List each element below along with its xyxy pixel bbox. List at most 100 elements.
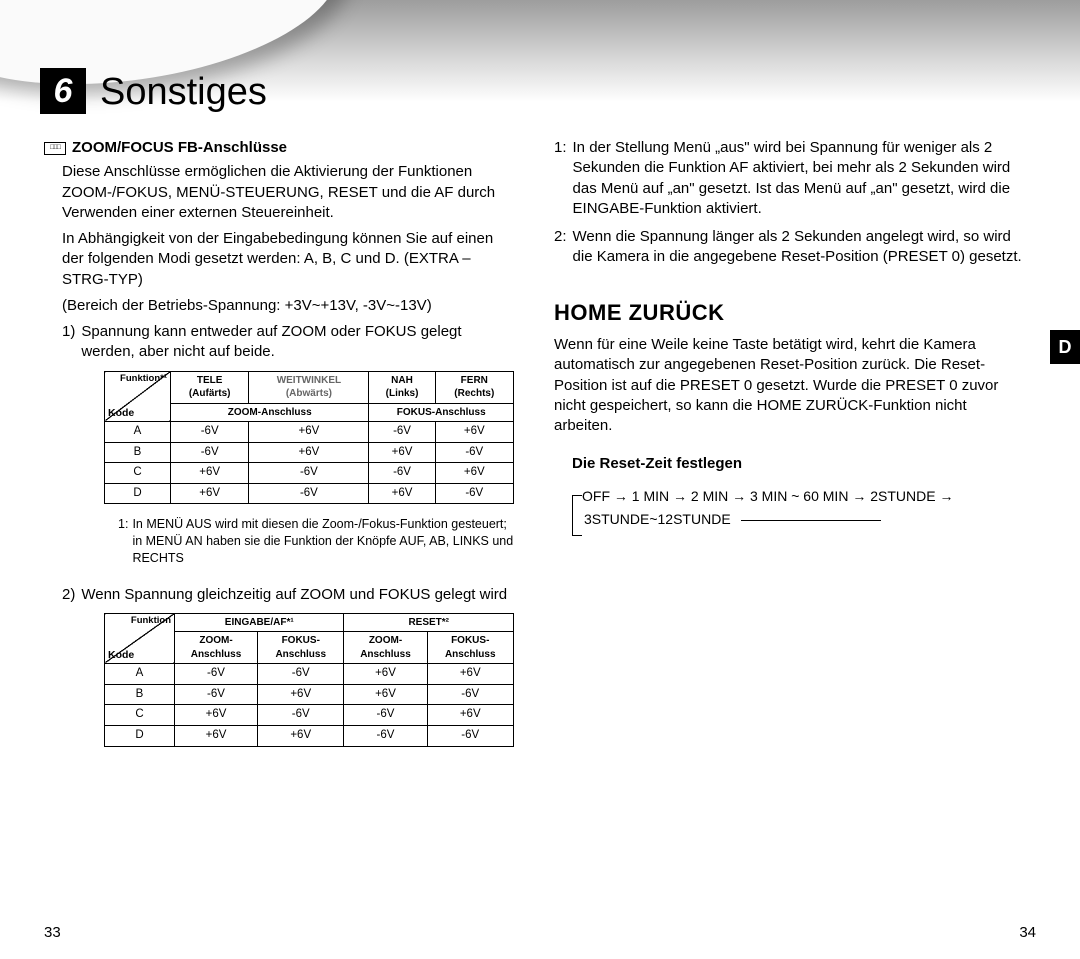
col-header: ZOOM-Anschluss [175,632,258,664]
cell: -6V [171,442,249,463]
row-label: C [105,705,175,726]
cell: +6V [435,463,513,484]
col-group: ZOOM-Anschluss [171,403,369,422]
diag-bottom: Kode [108,406,134,420]
col-header: TELE (Aufärts) [171,371,249,403]
cell: +6V [175,705,258,726]
side-tab-label: D [1059,337,1072,358]
list-marker: 1) [62,322,75,363]
table-row: C +6V -6V -6V +6V [105,463,514,484]
cell: -6V [258,664,344,685]
cell: +6V [249,422,369,443]
cell: +6V [427,664,514,685]
col-header: WEITWINKEL (Abwärts) [249,371,369,403]
table-diag-header: Funktion*¹ Kode [105,371,171,422]
footnote-paragraph: 1: In der Stellung Menü „aus" wird bei S… [554,138,1024,219]
footnote-marker: 1: [118,516,128,567]
footnote-paragraph: 2: Wenn die Spannung länger als 2 Sekund… [554,227,1024,268]
cell: +6V [171,463,249,484]
cell: +6V [344,664,427,685]
cell: -6V [344,725,427,746]
reset-sequence-line1: OFF → 1 MIN → 2 MIN → 3 MIN ~ 60 MIN → 2… [572,485,953,509]
col-header: ZOOM-Anschluss [344,632,427,664]
subheading: ZOOM/FOCUS FB-Anschlüsse [44,138,514,158]
page: 6 Sonstiges D ZOOM/FOCUS FB-Anschlüsse D… [0,0,1080,959]
table-row: B -6V +6V +6V -6V [105,684,514,705]
row-label: A [105,664,175,685]
cell: -6V [427,725,514,746]
cell: -6V [249,463,369,484]
footnote-marker: 2: [554,227,567,268]
list-item: 2) Wenn Spannung gleichzeitig auf ZOOM u… [44,585,514,605]
cell: +6V [344,684,427,705]
subheading-text: ZOOM/FOCUS FB-Anschlüsse [72,138,287,158]
footnote-text: In der Stellung Menü „aus" wird bei Span… [573,138,1024,219]
page-numbers: 33 34 [0,924,1080,941]
footnote: 1: In MENÜ AUS wird mit diesen die Zoom-… [100,516,514,567]
row-label: C [105,463,171,484]
paragraph: Wenn für eine Weile keine Taste betätigt… [554,335,1024,436]
cell: +6V [258,725,344,746]
left-column: ZOOM/FOCUS FB-Anschlüsse Diese Anschlüss… [44,138,514,759]
cell: -6V [344,705,427,726]
cell: -6V [369,463,435,484]
row-label: B [105,442,171,463]
footnote-text: In MENÜ AUS wird mit diesen die Zoom-/Fo… [132,516,514,567]
col-header: FERN (Rechts) [435,371,513,403]
footnote-marker: 1: [554,138,567,219]
cell: +6V [427,705,514,726]
reset-time-diagram: OFF → 1 MIN → 2 MIN → 3 MIN ~ 60 MIN → 2… [572,485,953,541]
reset-sequence-line2: 3STUNDE~12STUNDE [572,508,953,532]
chapter-title: Sonstiges [100,71,267,114]
footnote-text: Wenn die Spannung länger als 2 Sekunden … [573,227,1024,268]
list-marker: 2) [62,585,75,605]
content: ZOOM/FOCUS FB-Anschlüsse Diese Anschlüss… [0,120,1080,759]
row-label: A [105,422,171,443]
table-row: A -6V -6V +6V +6V [105,664,514,685]
cell: +6V [369,442,435,463]
table-row: D +6V -6V +6V -6V [105,483,514,504]
diag-top: Funktion*¹ [120,373,167,386]
list-text: Wenn Spannung gleichzeitig auf ZOOM und … [81,585,514,605]
side-tab: D [1050,330,1080,364]
cell: -6V [175,684,258,705]
list-item: 1) Spannung kann entweder auf ZOOM oder … [44,322,514,363]
cell: +6V [171,483,249,504]
subheading-text: Die Reset-Zeit festlegen [572,454,742,474]
cell: -6V [435,483,513,504]
cell: -6V [369,422,435,443]
table-row: B -6V +6V +6V -6V [105,442,514,463]
diag-top: Funktion [131,615,171,628]
paragraph: In Abhängigkeit von der Eingabebedingung… [44,229,514,290]
table-row: C +6V -6V -6V +6V [105,705,514,726]
voltage-table-1: Funktion*¹ Kode TELE (Aufärts) WEITWINKE… [104,371,514,505]
col-header: FOKUS-Anschluss [427,632,514,664]
row-label: D [105,725,175,746]
reset-line2-text: 3STUNDE~12STUNDE [584,511,731,527]
header-band: 6 Sonstiges [0,0,1080,120]
page-number-left: 33 [44,924,61,941]
table-diag-header: Funktion Kode [105,613,175,664]
chapter-number: 6 [54,72,73,111]
table-row: D +6V +6V -6V -6V [105,725,514,746]
cell: -6V [258,705,344,726]
cell: -6V [249,483,369,504]
cell: -6V [175,664,258,685]
row-label: D [105,483,171,504]
cell: +6V [258,684,344,705]
cell: +6V [249,442,369,463]
section-heading: HOME ZURÜCK [554,298,1024,328]
col-header: FOKUS-Anschluss [258,632,344,664]
cell: -6V [427,684,514,705]
subheading: Die Reset-Zeit festlegen [554,454,1024,474]
chapter-number-box: 6 [40,68,86,114]
loop-bracket-left [572,495,582,537]
col-group: EINGABE/AF*¹ [175,613,344,632]
voltage-table-2: Funktion Kode EINGABE/AF*¹ RESET*² ZOOM-… [104,613,514,747]
right-column: 1: In der Stellung Menü „aus" wird bei S… [554,138,1024,759]
page-number-right: 34 [1019,924,1036,941]
row-label: B [105,684,175,705]
col-header: NAH (Links) [369,371,435,403]
table-row: A -6V +6V -6V +6V [105,422,514,443]
reset-line1-text: OFF → 1 MIN → 2 MIN → 3 MIN ~ 60 MIN → 2… [582,488,953,504]
